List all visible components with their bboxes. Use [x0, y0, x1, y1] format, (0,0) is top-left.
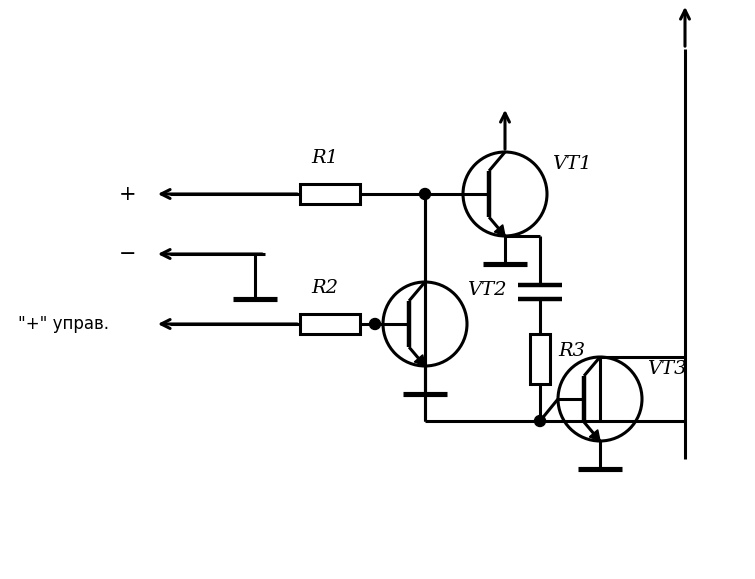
Polygon shape	[495, 225, 505, 236]
Polygon shape	[590, 430, 600, 441]
Text: −: −	[119, 244, 137, 263]
Bar	[300, 314, 360, 334]
Text: +: +	[119, 185, 137, 203]
Text: VT2: VT2	[467, 281, 507, 299]
Circle shape	[535, 416, 546, 427]
Text: R2: R2	[312, 279, 338, 297]
Text: R3: R3	[558, 342, 585, 360]
Text: VT1: VT1	[552, 155, 591, 173]
Text: R1: R1	[312, 149, 338, 167]
Text: VT3: VT3	[647, 360, 686, 378]
Circle shape	[420, 189, 430, 200]
Circle shape	[369, 318, 381, 329]
Polygon shape	[414, 355, 425, 366]
Bar	[530, 334, 550, 384]
Text: "+" управ.: "+" управ.	[18, 315, 109, 333]
Bar	[300, 184, 360, 204]
